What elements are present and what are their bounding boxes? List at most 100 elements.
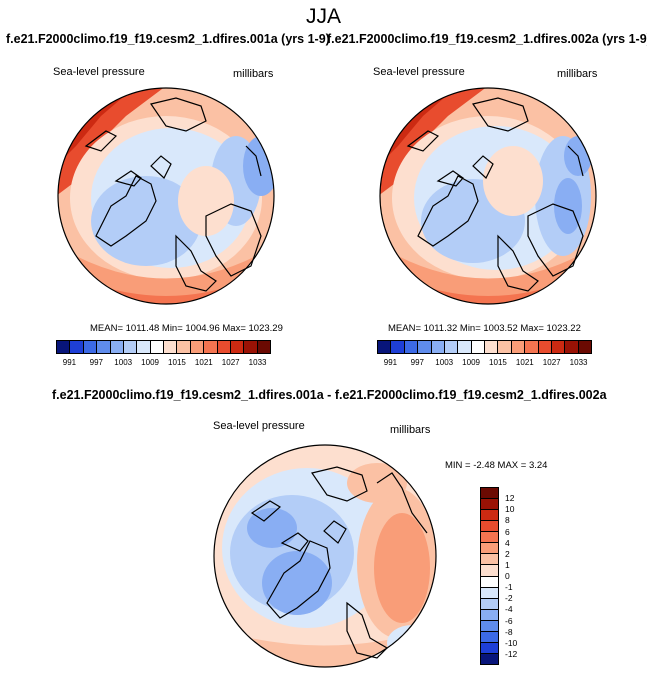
colorbar-tick-label: 8: [505, 515, 510, 526]
panel2-colorbar-ticks: 991 997 1003 1009 1015 1021 1027 1033: [377, 358, 592, 370]
colorbar-swatch: [431, 341, 445, 353]
panel2-units-label: millibars: [557, 68, 598, 80]
colorbar-tick-label: 1021: [515, 358, 534, 367]
colorbar-swatch: [83, 341, 98, 353]
panel1-variable-label: Sea-level pressure: [53, 66, 145, 78]
colorbar-tick-label: 10: [505, 504, 515, 515]
colorbar-swatch: [481, 620, 498, 632]
figure-title: JJA: [305, 5, 341, 28]
colorbar-swatch: [481, 510, 498, 522]
colorbar-tick-label: 1021: [194, 358, 213, 367]
diff-header: f.e21.F2000climo.f19_f19.cesm2_1.dfires.…: [52, 388, 607, 402]
colorbar-tick-label: 997: [89, 358, 103, 367]
colorbar-tick-label: 1033: [248, 358, 267, 367]
colorbar-swatch: [481, 587, 498, 599]
colorbar-swatch: [418, 341, 432, 353]
colorbar-swatch: [481, 521, 498, 533]
colorbar-tick-label: -12: [505, 648, 518, 659]
colorbar-swatch: [578, 341, 591, 353]
colorbar-tick-label: -1: [505, 582, 513, 593]
colorbar-swatch: [204, 341, 218, 353]
colorbar-swatch: [110, 341, 124, 353]
colorbar-tick-label: -6: [505, 615, 513, 626]
colorbar-swatch: [70, 341, 84, 353]
colorbar-tick-label: -2: [505, 593, 513, 604]
colorbar-swatch: [164, 341, 178, 353]
colorbar-tick-label: 4: [505, 537, 510, 548]
panel1-header: f.e21.F2000climo.f19_f19.cesm2_1.dfires.…: [6, 32, 330, 46]
panel2-stats: MEAN= 1011.32 Min= 1003.52 Max= 1023.22: [388, 323, 581, 334]
colorbar-tick-label: 1009: [462, 358, 480, 367]
diff-stats: MIN = -2.48 MAX = 3.24: [445, 460, 548, 471]
colorbar-swatch: [391, 341, 405, 353]
panel1-polar-map: [57, 87, 275, 305]
colorbar-swatch: [481, 499, 498, 511]
panel2-header: f.e21.F2000climo.f19_f19.cesm2_1.dfires.…: [327, 32, 647, 46]
colorbar-swatch: [471, 341, 485, 353]
panel1-colorbar-ticks: 991 997 1003 1009 1015 1021 1027 1033: [56, 358, 271, 370]
diff-polar-map: [213, 444, 437, 668]
colorbar-tick-label: 997: [410, 358, 424, 367]
panel1-units-label: millibars: [233, 68, 274, 80]
panel1-colorbar: [56, 340, 271, 354]
colorbar-tick-label: -4: [505, 604, 513, 615]
colorbar-swatch: [481, 576, 498, 588]
colorbar-swatch: [525, 341, 539, 353]
colorbar-swatch: [565, 341, 579, 353]
colorbar-swatch: [150, 341, 164, 353]
colorbar-swatch: [444, 341, 459, 353]
colorbar-swatch: [538, 341, 552, 353]
colorbar-tick-label: 1027: [542, 358, 561, 367]
colorbar-tick-label: 1009: [141, 358, 159, 367]
colorbar-tick-label: 991: [383, 358, 398, 367]
colorbar-swatch: [485, 341, 499, 353]
colorbar-tick-label: -10: [505, 637, 518, 648]
colorbar-tick-label: 0: [505, 571, 510, 581]
colorbar-swatch: [230, 341, 245, 353]
colorbar-tick-label: 6: [505, 526, 510, 537]
diff-variable-label: Sea-level pressure: [213, 420, 305, 432]
colorbar-swatch: [190, 341, 205, 353]
colorbar-tick-label: 1003: [435, 358, 454, 367]
colorbar-swatch: [481, 565, 498, 577]
colorbar-swatch: [481, 488, 498, 500]
colorbar-tick-label: 1003: [114, 358, 133, 367]
colorbar-swatch: [481, 532, 498, 544]
colorbar-tick-label: 1027: [221, 358, 240, 367]
colorbar-tick-label: 1: [505, 559, 510, 570]
colorbar-swatch: [177, 341, 191, 353]
diff-colorbar: [480, 487, 499, 665]
colorbar-tick-label: 991: [62, 358, 77, 367]
colorbar-swatch: [481, 554, 498, 566]
colorbar-swatch: [378, 341, 392, 353]
colorbar-tick-label: 2: [505, 548, 510, 559]
colorbar-swatch: [511, 341, 526, 353]
colorbar-swatch: [481, 543, 498, 555]
colorbar-swatch: [481, 631, 498, 643]
colorbar-tick-label: 1015: [489, 358, 507, 367]
panel2-variable-label: Sea-level pressure: [373, 66, 465, 78]
colorbar-tick-label: 1015: [168, 358, 186, 367]
diff-colorbar-ticks: 12 10 8 6 4 2 1 0 -1 -2 -4 -6 -8 -10 -12: [505, 487, 535, 665]
colorbar-swatch: [257, 341, 270, 353]
colorbar-swatch: [137, 341, 151, 353]
panel2-colorbar: [377, 340, 592, 354]
panel2-polar-map: [379, 87, 597, 305]
colorbar-swatch: [481, 642, 498, 654]
colorbar-swatch: [123, 341, 138, 353]
colorbar-tick-label: 12: [505, 493, 515, 504]
colorbar-swatch: [458, 341, 472, 353]
colorbar-swatch: [244, 341, 258, 353]
colorbar-swatch: [97, 341, 111, 353]
colorbar-swatch: [481, 609, 498, 621]
colorbar-swatch: [498, 341, 512, 353]
colorbar-swatch: [217, 341, 231, 353]
diff-units-label: millibars: [390, 424, 431, 436]
colorbar-swatch: [481, 653, 498, 664]
colorbar-tick-label: 1033: [569, 358, 588, 367]
panel1-stats: MEAN= 1011.48 Min= 1004.96 Max= 1023.29: [90, 323, 283, 334]
colorbar-swatch: [551, 341, 566, 353]
colorbar-tick-label: -8: [505, 626, 513, 637]
colorbar-swatch: [481, 598, 498, 610]
colorbar-swatch: [404, 341, 419, 353]
